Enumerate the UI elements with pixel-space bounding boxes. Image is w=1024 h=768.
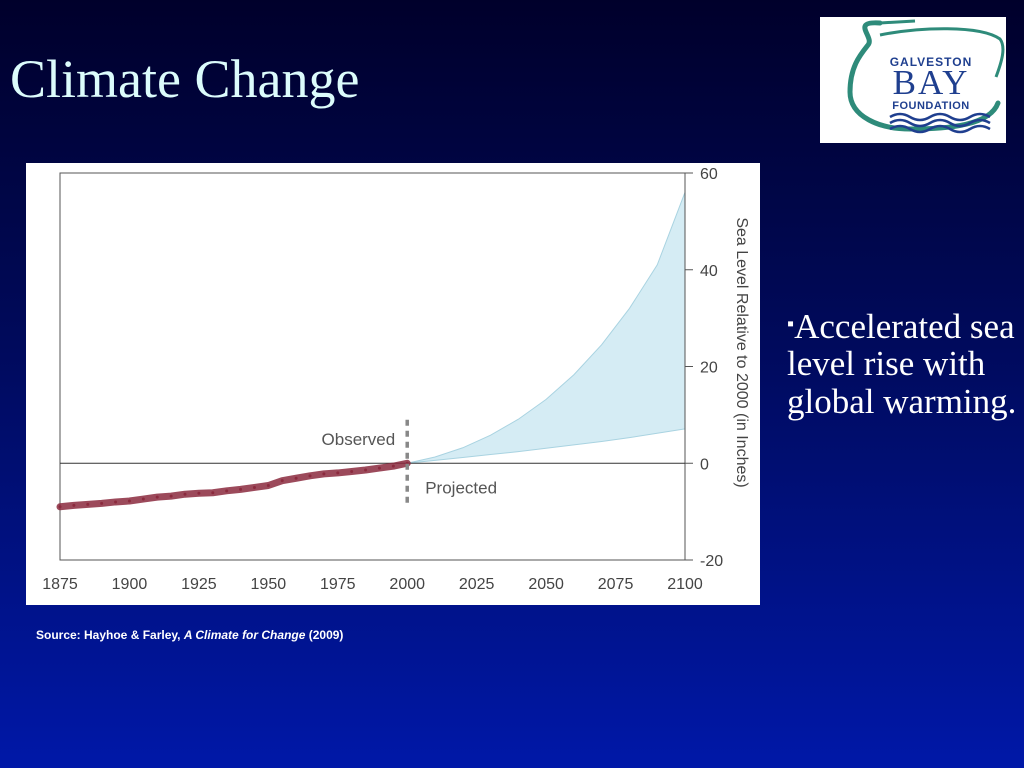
observed-series-line <box>56 459 411 511</box>
observed-point <box>391 464 395 468</box>
observed-point <box>364 468 368 472</box>
logo-text-bay: BAY <box>892 63 970 102</box>
observed-point <box>86 502 90 506</box>
sea-level-chart-svg: Observed Projected 60 40 20 0 -20 1875 1900 1925 1… <box>42 166 750 593</box>
x-tick-label: 1900 <box>112 576 148 593</box>
observed-point <box>280 479 284 483</box>
observed-point <box>169 494 173 498</box>
x-tick-label: 2075 <box>598 576 634 593</box>
logo-text-galveston: GALVESTON <box>889 55 973 69</box>
projected-lower-edge <box>407 428 686 464</box>
source-citation: Source: Hayhoe & Farley, A Climate for C… <box>36 628 343 642</box>
observed-point <box>155 495 159 499</box>
observed-point <box>72 503 76 507</box>
observed-point <box>308 474 312 478</box>
observed-point <box>239 487 243 491</box>
observed-point <box>114 500 118 504</box>
observed-point <box>141 497 145 501</box>
slide-title: Climate Change <box>10 49 360 109</box>
bullet-marker: ▪ <box>787 313 795 335</box>
observed-point <box>58 505 62 509</box>
observed-point <box>211 491 215 495</box>
sea-level-chart: Observed Projected 60 40 20 0 -20 1875 1900 1925 1… <box>26 163 760 605</box>
observed-label: Observed <box>322 430 396 449</box>
source-year: (2009) <box>305 628 344 642</box>
y-tick-label: -20 <box>700 553 723 570</box>
observed-point <box>197 491 201 495</box>
y-axis-label: Sea Level Relative to 2000 (in Inches) <box>733 217 750 487</box>
x-tick-label: 2050 <box>528 576 564 593</box>
observed-point <box>350 469 354 473</box>
observed-point <box>336 471 340 475</box>
observed-point <box>127 499 131 503</box>
projected-upper-edge <box>407 192 686 464</box>
x-tick-label: 2025 <box>459 576 495 593</box>
projected-label: Projected <box>425 479 497 498</box>
projected-range-band <box>407 192 685 464</box>
observed-point <box>252 485 256 489</box>
heron-wave-logo-icon <box>847 19 1005 134</box>
observed-point <box>100 501 104 505</box>
y-tick-label: 40 <box>700 263 718 280</box>
bullet-text: Accelerated sea level rise with global w… <box>787 307 1017 421</box>
observed-point <box>225 489 229 493</box>
bullet-point: ▪Accelerated sea level rise with global … <box>787 308 1017 420</box>
galveston-bay-foundation-logo: GALVESTON BAY FOUNDATION <box>820 17 1006 143</box>
logo-text-foundation: FOUNDATION <box>892 100 970 112</box>
observed-point <box>266 484 270 488</box>
y-tick-label: 20 <box>700 360 718 377</box>
y-tick-label: 60 <box>700 166 718 183</box>
x-tick-label: 2000 <box>389 576 425 593</box>
x-tick-label: 2100 <box>667 576 703 593</box>
source-book-title: A Climate for Change <box>183 628 306 642</box>
x-tick-label: 1875 <box>42 576 78 593</box>
x-tick-label: 1950 <box>251 576 287 593</box>
observed-point <box>294 476 298 480</box>
observed-point <box>377 466 381 470</box>
y-tick-label: 0 <box>700 456 709 473</box>
source-prefix: Source: Hayhoe & Farley, <box>36 628 184 642</box>
x-tick-label: 1925 <box>181 576 217 593</box>
x-tick-label: 1975 <box>320 576 356 593</box>
observed-point <box>183 492 187 496</box>
observed-point <box>322 472 326 476</box>
